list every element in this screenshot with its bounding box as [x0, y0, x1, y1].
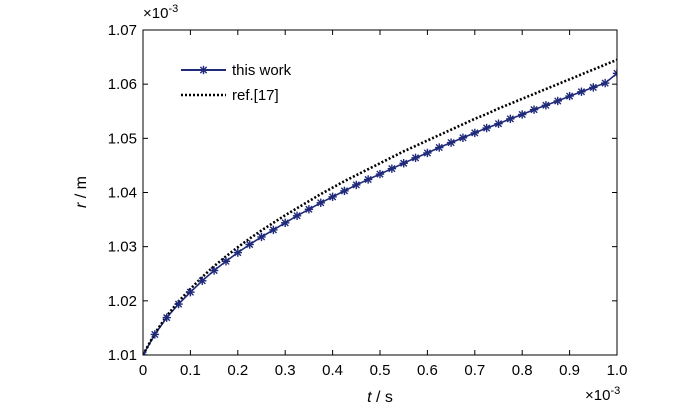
data-point-star — [221, 257, 231, 266]
data-point-star — [494, 119, 503, 128]
y-tick-label: 1.02 — [108, 293, 137, 310]
y-tick-label: 1.03 — [108, 239, 137, 256]
data-point-star — [209, 266, 219, 275]
data-point-star — [292, 211, 302, 220]
legend-label-this-work: this work — [232, 62, 292, 79]
data-point-star — [328, 192, 337, 202]
data-point-star — [506, 114, 515, 124]
data-point-star — [269, 225, 278, 235]
data-point-star — [162, 313, 171, 322]
data-point-star — [529, 105, 539, 114]
x-axis-multiplier: ×10-3 — [585, 385, 620, 404]
legend-star-marker — [199, 65, 208, 75]
data-point-star — [304, 205, 314, 214]
data-point-star — [411, 153, 420, 163]
data-point-star — [482, 123, 491, 133]
data-point-star — [199, 65, 208, 75]
data-point-star — [281, 218, 290, 228]
data-point-star — [470, 128, 479, 138]
data-point-star — [316, 198, 325, 207]
x-tick-label: 0 — [139, 362, 147, 379]
ticks-layer: 0 0.1 0.2 0.3 0.4 0.5 0.6 0.7 0.8 0.9 1.0 1.01 1.02 1… — [108, 22, 628, 379]
data-point-star — [600, 78, 610, 88]
x-tick-label: 0.6 — [417, 362, 438, 379]
data-point-star — [186, 287, 195, 297]
x-tick-label: 0.2 — [227, 362, 248, 379]
y-tick-label: 1.07 — [108, 22, 137, 39]
plot-area — [143, 30, 617, 355]
x-tick-label: 0.3 — [275, 362, 296, 379]
y-tick-label: 1.06 — [108, 76, 137, 93]
x-tick-label: 0.1 — [180, 362, 201, 379]
data-point-star — [577, 87, 586, 96]
data-point-star — [245, 240, 254, 249]
data-point-star — [340, 186, 349, 196]
data-point-star — [174, 299, 183, 309]
data-point-star — [352, 180, 361, 190]
data-point-star — [363, 175, 373, 184]
y-tick-label: 1.01 — [108, 347, 137, 364]
data-point-star — [553, 96, 562, 106]
data-point-star — [387, 164, 397, 173]
x-tick-label: 0.9 — [559, 362, 580, 379]
legend: this work ref.[17] — [181, 62, 292, 104]
series-layer — [143, 58, 617, 355]
series-line-ref17 — [143, 58, 617, 355]
data-point-star — [541, 101, 551, 110]
data-point-star — [446, 138, 456, 147]
data-point-star — [612, 69, 617, 78]
x-tick-label: 0.8 — [512, 362, 533, 379]
data-point-star — [435, 143, 444, 152]
data-point-star — [257, 232, 266, 242]
y-tick-label: 1.05 — [108, 130, 137, 147]
data-point-star — [198, 276, 207, 285]
y-axis-multiplier: ×10-3 — [143, 3, 178, 22]
y-axis-label: r / m — [73, 176, 90, 208]
data-point-star — [423, 148, 432, 158]
data-point-star — [375, 169, 385, 179]
x-tick-label: 0.7 — [464, 362, 485, 379]
x-tick-label: 0.5 — [370, 362, 391, 379]
x-axis-label: t / s — [367, 389, 393, 406]
x-tick-label: 1.0 — [607, 362, 628, 379]
data-point-star — [518, 110, 527, 119]
data-point-star — [565, 91, 574, 101]
y-tick-label: 1.04 — [108, 185, 137, 202]
data-point-star — [150, 330, 160, 339]
data-point-star — [589, 83, 598, 92]
data-point-star — [399, 159, 408, 168]
data-point-star — [143, 350, 148, 355]
data-point-star — [233, 248, 242, 257]
x-tick-label: 0.4 — [322, 362, 343, 379]
data-point-star — [458, 133, 468, 142]
legend-label-ref17: ref.[17] — [232, 87, 279, 104]
